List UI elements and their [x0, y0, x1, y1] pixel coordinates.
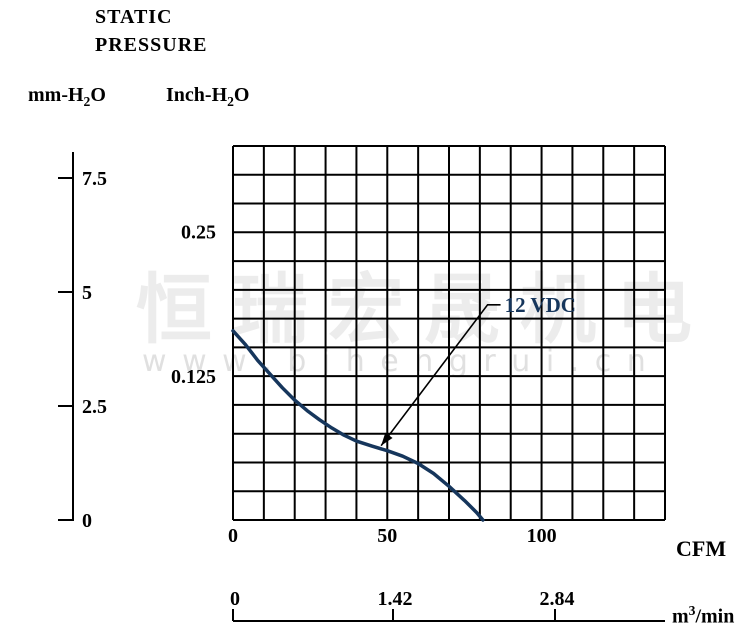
watermark-company-text: 恒瑞宏晟机电	[136, 265, 712, 354]
m3-tick-label: 2.84	[540, 588, 575, 610]
annotation-arrowhead	[381, 432, 393, 446]
cfm-tick-label: 50	[377, 525, 397, 547]
cfm-axis-unit: CFM	[676, 536, 727, 561]
inch-tick-label: 0.25	[181, 221, 216, 243]
mm-tick-label: 2.5	[82, 396, 107, 418]
mm-tick-label: 0	[82, 510, 92, 532]
m3-tick-label: 1.42	[378, 588, 413, 610]
annotation-label-12vdc: 12 VDC	[505, 293, 576, 317]
mm-tick-label: 5	[82, 282, 92, 304]
m3-tick-label: 0	[230, 588, 240, 610]
cfm-tick-label: 100	[527, 525, 557, 547]
cfm-tick-label: 0	[228, 525, 238, 547]
fan-curve-12vdc	[231, 329, 485, 522]
chart-title-line2: PRESSURE	[95, 34, 208, 56]
mm-tick-label: 7.5	[82, 168, 107, 190]
inch-tick-label: 0.125	[171, 366, 216, 388]
chart-title: STATIC PRESSURE	[95, 3, 207, 59]
chart-title-line1: STATIC	[95, 6, 173, 28]
watermark-website-text: w w w . b j h e n g r u i . c n	[142, 344, 649, 379]
inch-h2o-axis-unit: Inch-H2O	[166, 84, 250, 109]
mm-h2o-axis-unit: mm-H2O	[28, 84, 106, 109]
annotation-leader-line	[380, 303, 501, 447]
m3min-axis-unit: m3/min	[672, 603, 735, 628]
